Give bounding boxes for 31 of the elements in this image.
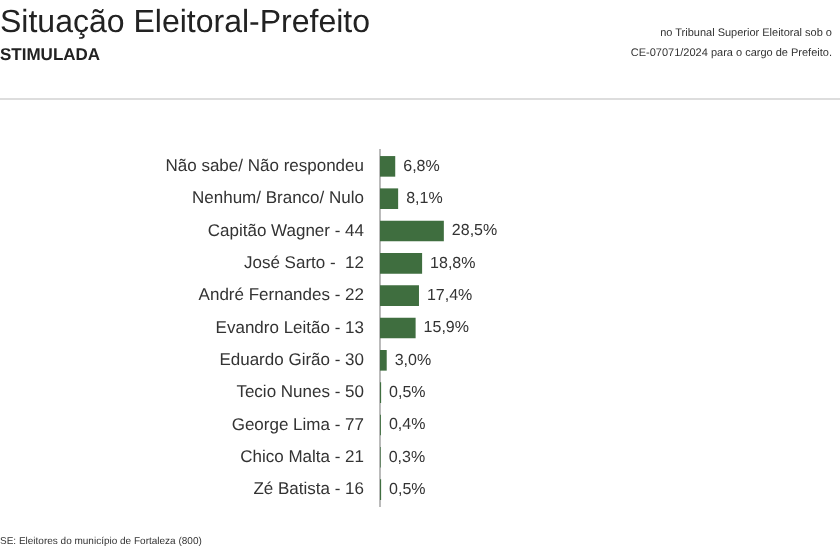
y-tick-label: Tecio Nunes - 50 xyxy=(236,381,365,402)
bar xyxy=(380,220,444,242)
data-label: 0,5% xyxy=(389,480,426,499)
data-label: 8,1% xyxy=(406,189,443,208)
bar xyxy=(380,188,399,209)
y-tick-label: Nenhum/ Branco/ Nulo xyxy=(192,187,365,208)
data-label: 17,4% xyxy=(426,286,473,305)
bar xyxy=(380,317,416,339)
y-tick-label: Capitão Wagner - 44 xyxy=(207,219,365,240)
y-tick-label: Zé Batista - 16 xyxy=(253,478,365,499)
y-tick-label: Chico Malta - 21 xyxy=(240,446,365,466)
y-tick-label: George Lima - 77 xyxy=(231,413,365,434)
y-tick-label: Não sabe/ Não respondeu xyxy=(165,155,365,176)
data-label: 3,0% xyxy=(394,350,432,369)
bar xyxy=(380,156,396,177)
data-label: 6,8% xyxy=(403,156,440,175)
text: STIMULADA xyxy=(0,44,101,64)
y-tick-label: José Sarto - 12 xyxy=(243,252,365,273)
y-tick-label: Eduardo Girão - 30 xyxy=(219,349,365,370)
y-tick-label: Evandro Leitão - 13 xyxy=(215,316,365,337)
chart-title: Situação Eleitoral-Prefeito xyxy=(0,6,370,42)
data-label: 0,4% xyxy=(388,415,426,434)
data-label: 28,5% xyxy=(451,221,498,240)
data-label: 18,8% xyxy=(430,253,476,272)
data-label: 0,5% xyxy=(389,383,426,402)
bar xyxy=(380,253,423,274)
bar xyxy=(380,350,387,371)
y-tick-label: André Fernandes - 22 xyxy=(198,284,365,305)
data-label: 0,3% xyxy=(388,447,426,466)
data-label: 15,9% xyxy=(423,318,469,337)
bar xyxy=(380,285,419,306)
